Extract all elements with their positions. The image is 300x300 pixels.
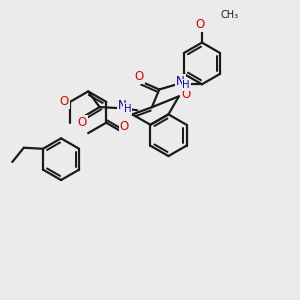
Text: O: O <box>120 121 129 134</box>
Text: N: N <box>118 98 126 112</box>
Text: N: N <box>176 75 185 88</box>
Text: H: H <box>182 80 190 90</box>
Text: H: H <box>124 104 131 114</box>
Text: O: O <box>181 88 190 101</box>
Text: O: O <box>78 116 87 129</box>
Text: O: O <box>135 70 144 83</box>
Text: O: O <box>195 18 204 31</box>
Text: O: O <box>59 95 69 108</box>
Text: CH₃: CH₃ <box>220 10 238 20</box>
